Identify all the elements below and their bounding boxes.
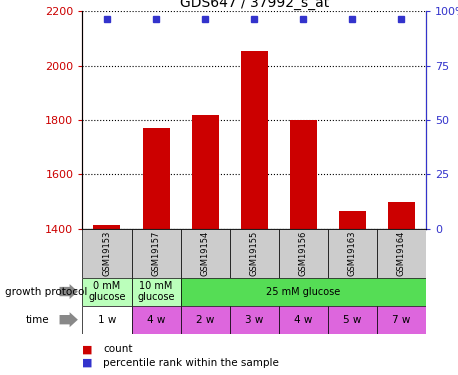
Bar — [377, 229, 426, 278]
Text: GSM19154: GSM19154 — [201, 231, 210, 276]
Text: 4 w: 4 w — [147, 315, 165, 325]
Bar — [82, 278, 131, 306]
Bar — [82, 306, 131, 334]
Text: GSM19156: GSM19156 — [299, 230, 308, 276]
Text: 25 mM glucose: 25 mM glucose — [266, 286, 340, 297]
Bar — [339, 211, 366, 229]
Text: growth protocol: growth protocol — [5, 286, 87, 297]
Text: ■: ■ — [82, 358, 93, 368]
Bar — [290, 120, 317, 229]
Bar — [279, 229, 328, 278]
Text: 1 w: 1 w — [98, 315, 116, 325]
Text: count: count — [103, 344, 132, 354]
Text: percentile rank within the sample: percentile rank within the sample — [103, 358, 279, 368]
Bar — [229, 306, 279, 334]
Text: GSM19153: GSM19153 — [103, 230, 111, 276]
Text: 10 mM
glucose: 10 mM glucose — [137, 281, 175, 302]
Bar — [131, 229, 180, 278]
Bar — [229, 229, 279, 278]
Bar — [241, 51, 267, 229]
Bar — [131, 278, 180, 306]
Bar — [388, 201, 415, 229]
Bar — [328, 229, 377, 278]
Bar — [180, 229, 229, 278]
Title: GDS647 / 37992_s_at: GDS647 / 37992_s_at — [180, 0, 329, 10]
Bar — [93, 225, 120, 229]
Text: GSM19164: GSM19164 — [397, 230, 406, 276]
Text: ■: ■ — [82, 344, 93, 354]
Bar — [82, 229, 131, 278]
Text: 5 w: 5 w — [343, 315, 361, 325]
Bar — [180, 278, 426, 306]
Bar — [131, 306, 180, 334]
Text: GSM19157: GSM19157 — [152, 230, 161, 276]
Bar — [180, 306, 229, 334]
Text: 0 mM
glucose: 0 mM glucose — [88, 281, 126, 302]
Bar — [142, 128, 169, 229]
Text: GSM19155: GSM19155 — [250, 231, 259, 276]
Text: time: time — [25, 315, 49, 325]
Text: 7 w: 7 w — [392, 315, 410, 325]
Text: 3 w: 3 w — [245, 315, 263, 325]
Text: GSM19163: GSM19163 — [348, 230, 357, 276]
Bar — [377, 306, 426, 334]
Text: 2 w: 2 w — [196, 315, 214, 325]
Bar — [328, 306, 377, 334]
Bar — [279, 306, 328, 334]
Text: 4 w: 4 w — [294, 315, 312, 325]
Bar — [191, 114, 218, 229]
